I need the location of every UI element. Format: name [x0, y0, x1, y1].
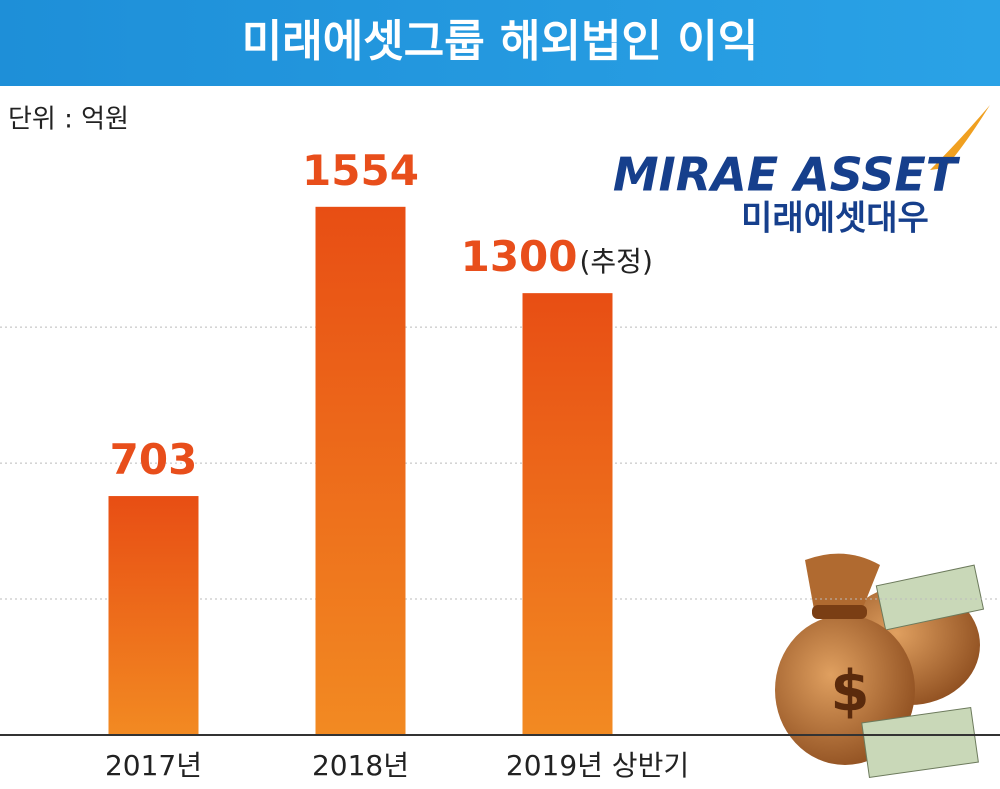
annotation: (추정) — [580, 245, 653, 278]
title-bar — [0, 0, 1000, 86]
x-tick-label: 2018년 — [312, 749, 409, 782]
svg-text:$: $ — [831, 659, 870, 724]
value-label-text: 703 — [110, 435, 198, 484]
money-illustration: $ — [775, 553, 985, 778]
value-label: 1300 — [461, 232, 578, 281]
logo-brand: MIRAE ASSET — [613, 148, 961, 202]
value-label: 703 — [110, 435, 198, 484]
logo-name: 미래에셋대우 — [741, 199, 929, 239]
x-tick-label: 2019년 상반기 — [506, 749, 689, 782]
value-label-text: 1300 — [461, 232, 578, 281]
bar — [522, 293, 613, 735]
chart-title: 미래에셋그룹 해외법인 이익 — [242, 16, 758, 67]
bar — [315, 206, 406, 736]
bar — [108, 496, 199, 735]
value-label: 1554 — [302, 145, 419, 194]
x-tick-label: 2017년 — [105, 749, 202, 782]
value-label-text: 1554 — [302, 145, 419, 194]
unit-label: 단위 : 억원 — [8, 105, 129, 135]
